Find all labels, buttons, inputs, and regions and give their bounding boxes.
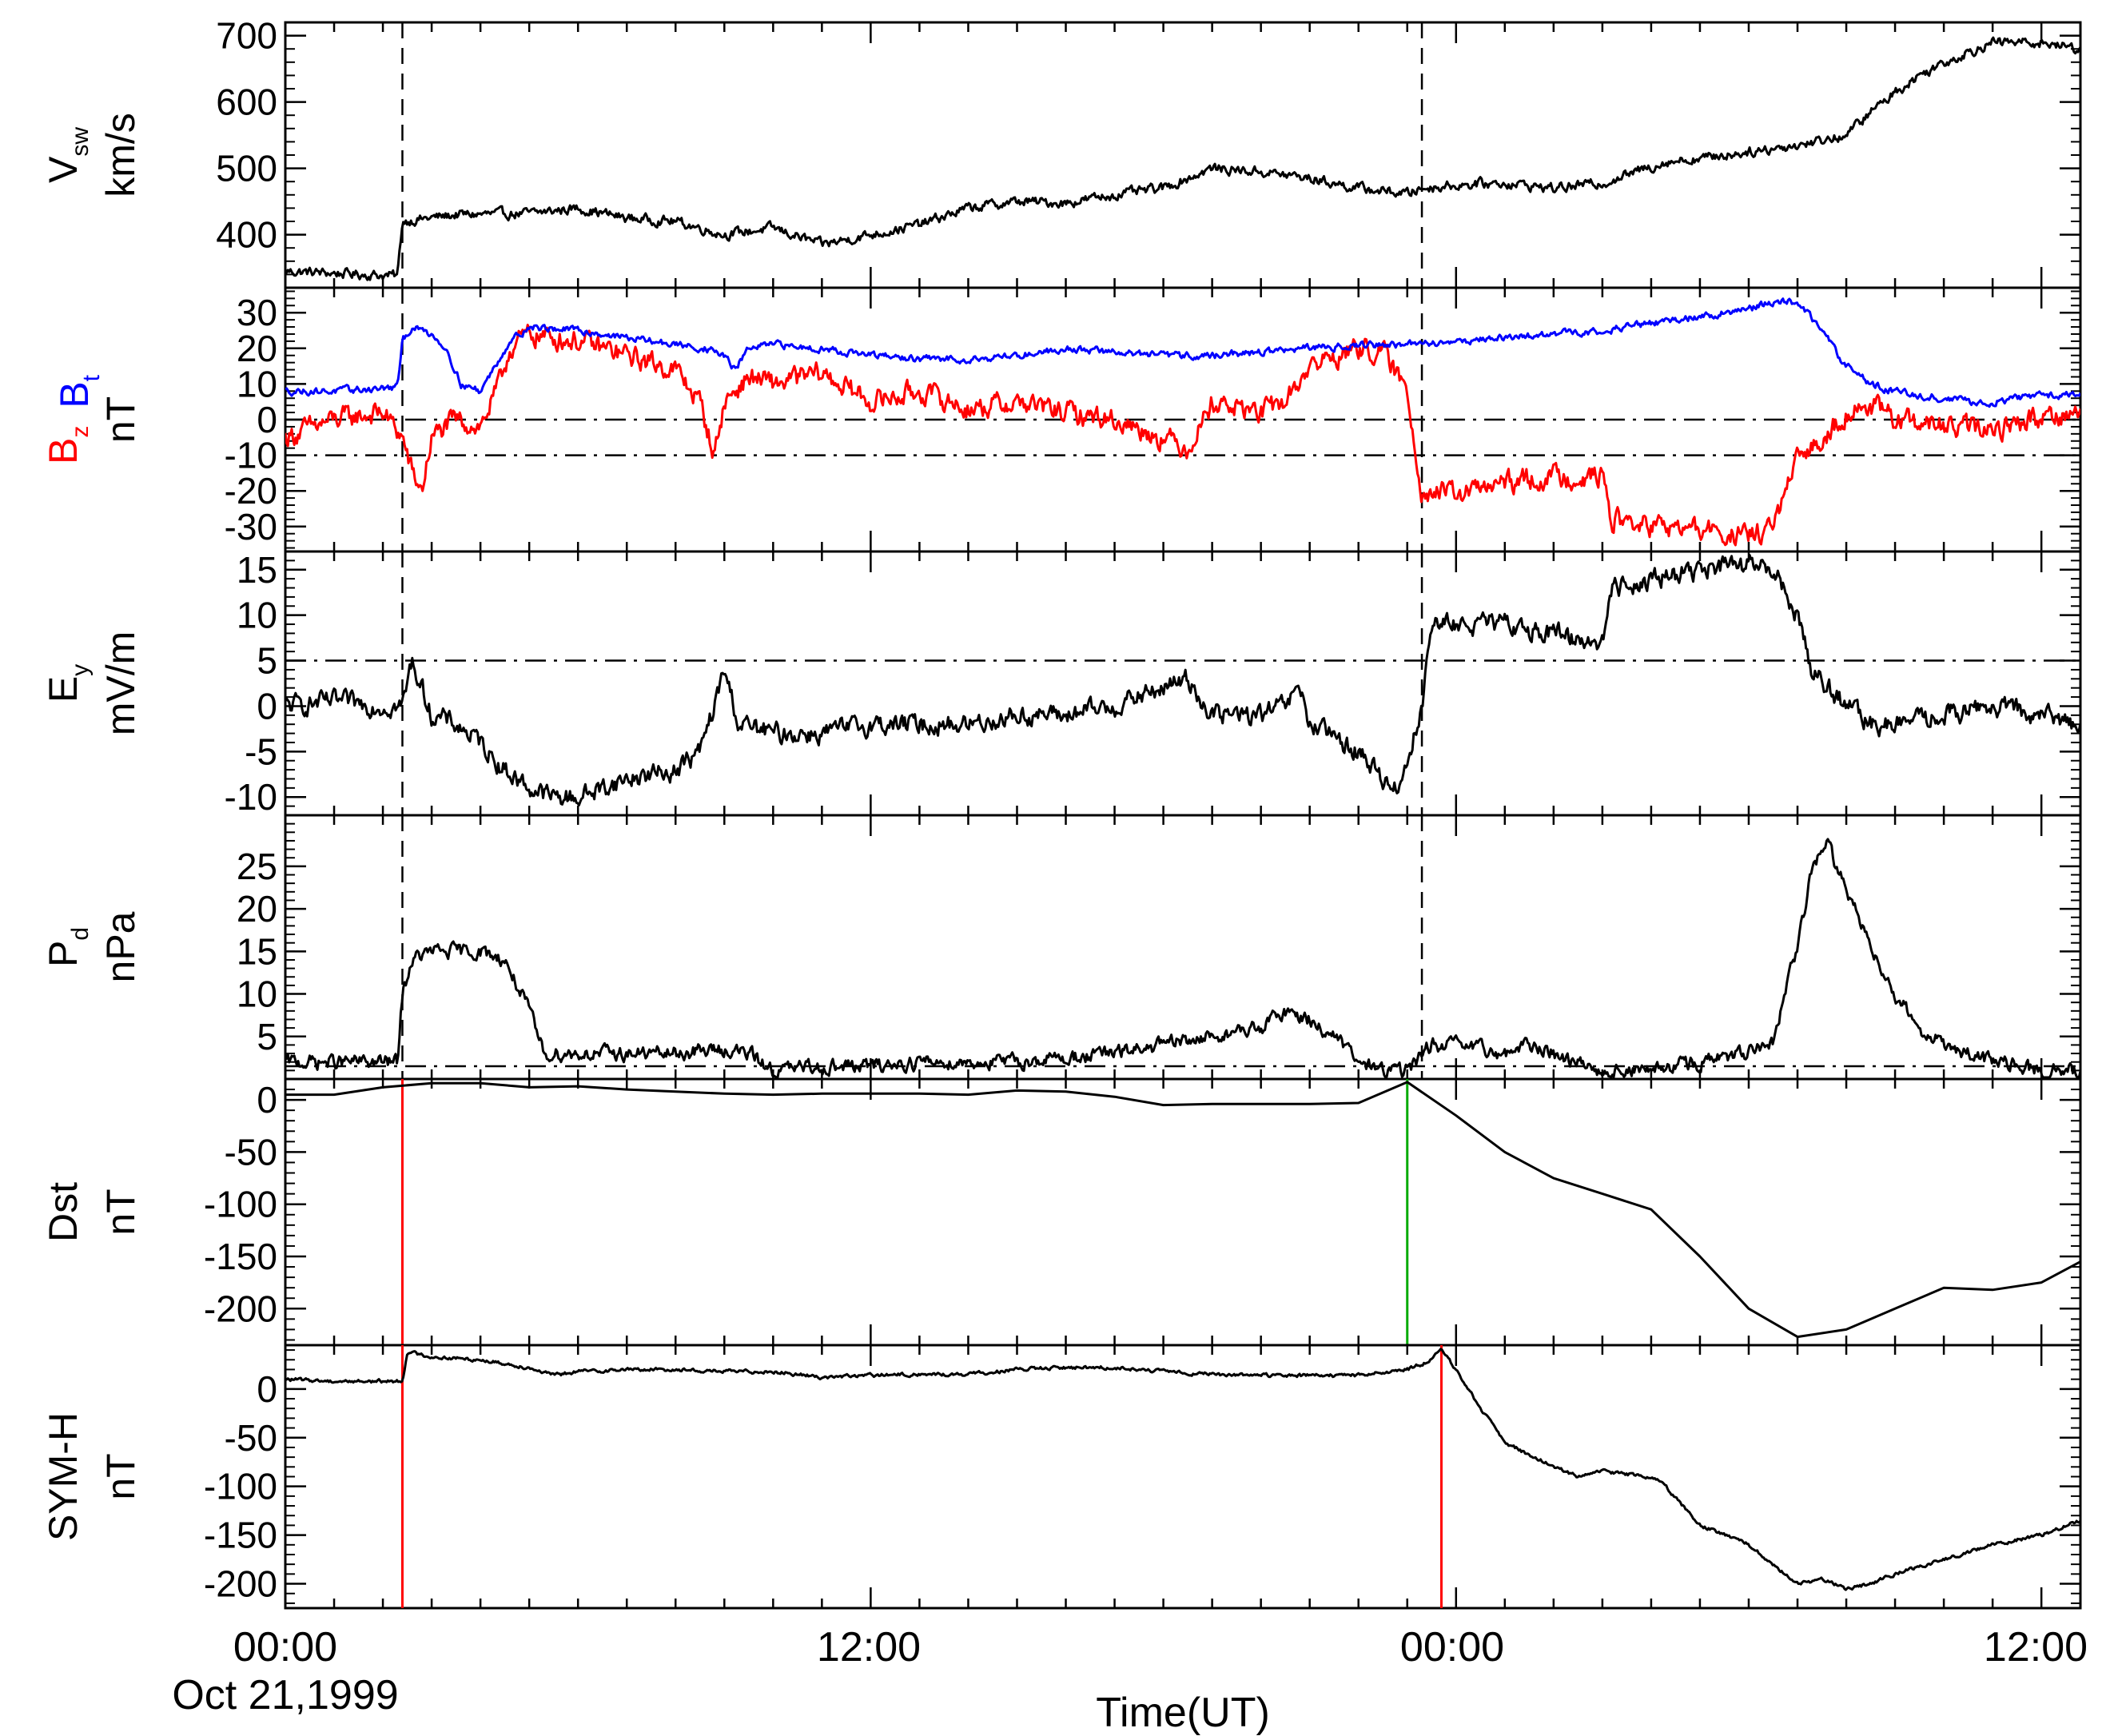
y-tick-label: -10 [225, 776, 277, 818]
y-tick-label: -50 [225, 1131, 277, 1173]
y-tick-label: -50 [225, 1417, 277, 1459]
x-axis-label: Time(UT) [1096, 1690, 1270, 1736]
y-axis-label: Dst [41, 1182, 86, 1242]
y-axis-label: BzBt [41, 374, 105, 464]
y-label-sub: d [67, 927, 94, 941]
series-line-vsw [285, 36, 2080, 281]
y-axis-label: Vsw [41, 127, 94, 183]
y-axis-unit: nT [98, 396, 143, 443]
y-tick-label: -150 [204, 1515, 277, 1556]
y-tick-label: -200 [204, 1563, 277, 1605]
y-tick-label: 20 [237, 888, 277, 930]
x-tick-label-12-00-second: 12:00 [1984, 1624, 2088, 1670]
y-tick-label: 10 [237, 595, 277, 636]
y-axis-label: Pd [41, 927, 94, 967]
y-axis-unit: nPa [98, 911, 143, 982]
panel-dst: 0 -50 -100 -150 -200 Dst nT [41, 1077, 2082, 1347]
y-tick-label: 600 [216, 82, 277, 123]
y-tick-label: 5 [257, 1016, 277, 1057]
y-tick-label: -150 [204, 1236, 277, 1277]
y-tick-label: -30 [225, 506, 277, 547]
y-axis-unit: mV/m [98, 631, 143, 736]
y-label-part: B [52, 381, 97, 408]
y-tick-label: -20 [225, 470, 277, 512]
y-tick-label: -5 [245, 731, 277, 772]
y-axis-unit: nT [98, 1189, 143, 1235]
y-label-sub: t [78, 374, 105, 381]
panel-symh: 0 -50 -100 -150 -200 SYM-H nT [41, 1344, 2082, 1610]
y-tick-label: -100 [204, 1184, 277, 1225]
series-line-sym-h [285, 1348, 2080, 1591]
y-tick-label: -100 [204, 1466, 277, 1507]
y-label-sub: sw [67, 127, 94, 157]
y-tick-label: 10 [237, 974, 277, 1015]
y-tick-label: 0 [257, 1368, 277, 1410]
y-axis-unit: nT [98, 1453, 143, 1499]
panel-frame-ey [284, 550, 2082, 817]
y-tick-label: 500 [216, 148, 277, 189]
series-line-ey [285, 554, 2080, 806]
series-line-bz [285, 324, 2080, 547]
y-tick-label: 15 [237, 930, 277, 972]
y-axis-unit: km/s [98, 113, 143, 197]
date-label: Oct 21,1999 [172, 1672, 398, 1718]
y-label-main: E [41, 676, 86, 703]
series-line-pd [285, 838, 2080, 1079]
y-tick-label: 400 [216, 214, 277, 256]
y-tick-label: 20 [237, 328, 277, 369]
y-label-main: V [41, 156, 86, 183]
y-axis-label: SYM-H [41, 1412, 86, 1541]
x-tick-label-00-00-second: 00:00 [1400, 1624, 1504, 1670]
y-label-sub: z [67, 426, 94, 438]
y-label-main: SYM-H [41, 1412, 86, 1541]
panel-frame-vsw [284, 21, 2082, 289]
y-tick-label: 10 [237, 363, 277, 404]
y-label-part: B [41, 438, 86, 464]
y-tick-label: 30 [237, 292, 277, 333]
y-tick-label: 15 [237, 549, 277, 591]
y-tick-label: 0 [257, 399, 277, 440]
y-label-sub: y [67, 664, 94, 676]
y-tick-label: -200 [204, 1288, 277, 1329]
panel-vsw: 400 500 600 700 Vsw km/s [41, 15, 2082, 289]
y-label-main: P [41, 941, 86, 967]
panel-frame-dst [284, 1077, 2082, 1347]
series-line-bt [285, 297, 2080, 408]
y-tick-label: 25 [237, 846, 277, 887]
y-label-main: Dst [41, 1182, 86, 1242]
x-tick-label-00-00-first: 00:00 [233, 1624, 337, 1670]
y-tick-label: 0 [257, 685, 277, 727]
y-tick-label: 0 [257, 1079, 277, 1121]
y-tick-label: 5 [257, 640, 277, 682]
x-tick-label-12-00-first: 12:00 [817, 1624, 921, 1670]
series-line-dst [285, 1081, 2080, 1339]
y-axis-label: Ey [41, 664, 94, 703]
y-tick-label: -10 [225, 435, 277, 476]
panel-frame-symh [284, 1344, 2082, 1610]
y-tick-label: 700 [216, 15, 277, 57]
